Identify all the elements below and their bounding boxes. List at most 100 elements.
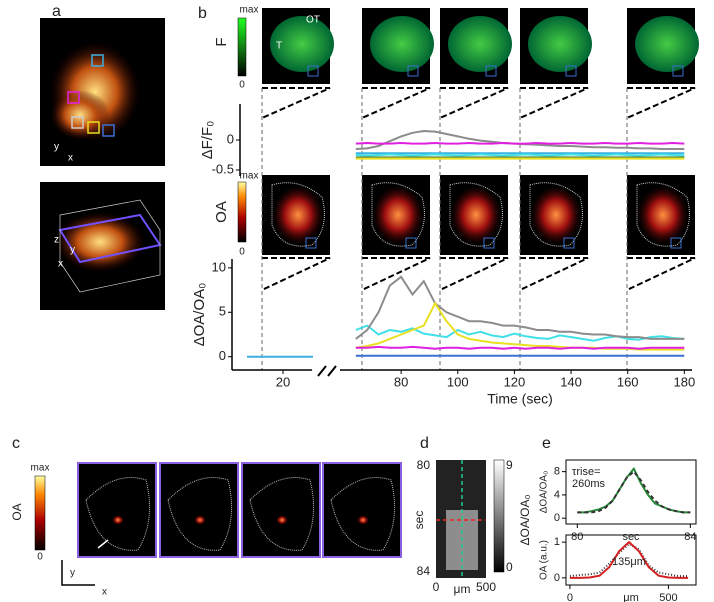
decoration bbox=[271, 182, 325, 247]
y-tick-label: 10 bbox=[212, 259, 226, 274]
annotation: 260ms bbox=[572, 478, 606, 490]
colorbar-label: max bbox=[240, 5, 259, 16]
colorbar-title: OA bbox=[10, 503, 24, 520]
decoration bbox=[249, 477, 315, 551]
decoration bbox=[626, 257, 696, 291]
decoration bbox=[97, 539, 109, 549]
colorbar-label: max bbox=[31, 463, 50, 474]
region-label: T bbox=[276, 41, 282, 52]
decoration bbox=[672, 65, 684, 77]
y-axis-label: ΔF/F₀ bbox=[199, 121, 216, 160]
colorbar-label: 0 bbox=[37, 552, 43, 563]
decoration bbox=[261, 87, 331, 119]
region-label: OT bbox=[306, 15, 320, 26]
decoration bbox=[637, 185, 689, 245]
decoration bbox=[357, 515, 369, 525]
colorbar-label: 0 bbox=[506, 560, 513, 574]
decoration bbox=[87, 121, 100, 134]
panel-label: c bbox=[12, 435, 20, 452]
decoration bbox=[276, 515, 288, 525]
y-tick-label: 0 bbox=[219, 348, 226, 363]
x-tick-label: 100 bbox=[447, 374, 469, 389]
decoration bbox=[635, 16, 699, 72]
decoration bbox=[563, 237, 575, 249]
decoration bbox=[159, 462, 239, 558]
decoration bbox=[67, 91, 80, 104]
decoration bbox=[493, 459, 505, 573]
decoration bbox=[530, 185, 582, 245]
decoration bbox=[528, 16, 592, 72]
decoration bbox=[439, 87, 509, 119]
tick-label: 80 bbox=[417, 458, 431, 472]
series-line bbox=[355, 141, 685, 145]
series-line bbox=[355, 324, 685, 342]
axis-label: y bbox=[54, 142, 59, 153]
colorbar-label: max bbox=[240, 171, 259, 182]
axis-label: y bbox=[70, 245, 75, 256]
decoration bbox=[370, 16, 434, 72]
panel-label: b bbox=[198, 5, 207, 22]
decoration bbox=[448, 16, 512, 72]
decoration bbox=[361, 257, 431, 291]
plot-frame bbox=[565, 459, 697, 525]
panel-label: d bbox=[420, 435, 429, 452]
axis-label: x bbox=[68, 153, 73, 164]
decoration bbox=[636, 182, 690, 247]
panel-label: e bbox=[542, 435, 551, 452]
decoration bbox=[102, 124, 115, 137]
y-tick-label: -0.5 bbox=[212, 161, 234, 176]
decoration bbox=[59, 199, 161, 293]
decoration bbox=[91, 54, 104, 67]
y-tick-label: 4 bbox=[554, 489, 560, 501]
layout bbox=[34, 8, 699, 586]
x-tick-label: 140 bbox=[560, 374, 582, 389]
colorbar-label: 0 bbox=[239, 80, 245, 91]
tick-label: 500 bbox=[476, 580, 496, 594]
tick-label: 0 bbox=[433, 580, 440, 594]
y-tick-label: 0 bbox=[554, 572, 560, 584]
y-tick-label: 1 bbox=[554, 536, 560, 548]
decoration bbox=[317, 365, 337, 377]
y-tick-label: 5 bbox=[219, 304, 226, 319]
decoration bbox=[71, 116, 84, 129]
colorbar-title: OA bbox=[213, 201, 230, 223]
decoration bbox=[485, 65, 497, 77]
colorbar-title: ΔOA/OA₀ bbox=[518, 494, 532, 545]
plot-frame bbox=[565, 534, 697, 586]
x-axis-label: sec bbox=[622, 531, 640, 543]
decoration bbox=[330, 477, 396, 551]
y-axis-label: ΔOA/OA₀ bbox=[191, 283, 208, 347]
decoration bbox=[237, 181, 247, 243]
series-line bbox=[355, 345, 685, 350]
decoration bbox=[34, 475, 46, 551]
decoration bbox=[61, 560, 95, 586]
x-tick-label: 80 bbox=[394, 374, 408, 389]
decoration bbox=[77, 462, 157, 558]
decoration bbox=[626, 87, 696, 119]
colorbar-label: 9 bbox=[506, 458, 513, 472]
decoration bbox=[449, 182, 503, 247]
axis-label: sec bbox=[412, 511, 426, 530]
y-tick-label: 0 bbox=[554, 512, 560, 524]
decoration bbox=[519, 87, 589, 119]
y-tick-label: 0 bbox=[227, 131, 234, 146]
panel-label: a bbox=[52, 3, 61, 20]
decoration bbox=[565, 65, 577, 77]
x-tick-label: 0 bbox=[567, 592, 573, 602]
decoration bbox=[305, 237, 317, 249]
decoration bbox=[519, 257, 589, 291]
x-tick-label: 84 bbox=[684, 531, 696, 543]
decoration bbox=[194, 515, 206, 525]
x-tick-label: 500 bbox=[659, 592, 677, 602]
decoration bbox=[371, 182, 425, 247]
series-line bbox=[569, 540, 689, 579]
axis-label: z bbox=[54, 235, 59, 246]
axis-label: y bbox=[70, 568, 75, 579]
annotation: τrise= bbox=[572, 466, 601, 478]
series-line bbox=[577, 466, 691, 514]
decoration bbox=[241, 462, 321, 558]
x-tick-label: 180 bbox=[673, 374, 695, 389]
decoration bbox=[272, 185, 324, 245]
x-tick-label: 160 bbox=[617, 374, 639, 389]
